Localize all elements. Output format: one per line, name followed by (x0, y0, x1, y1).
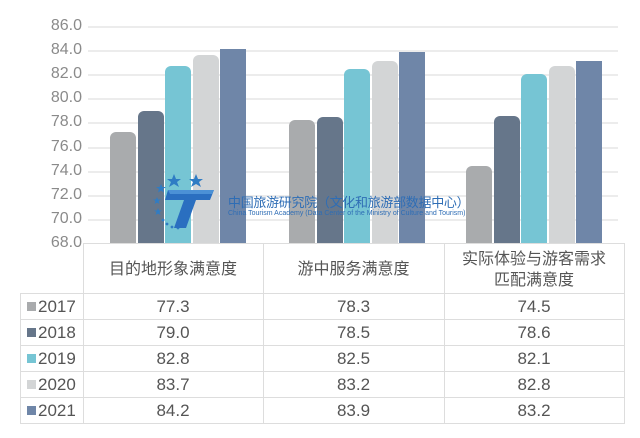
watermark: 中国旅游研究院（文化和旅游部数据中心） China Tourism Academ… (152, 172, 497, 232)
table-cell-value: 78.6 (443, 319, 625, 346)
table-cell-value: 78.5 (262, 319, 445, 346)
bar-2020-cat0 (192, 54, 219, 244)
bar-2020-cat1 (371, 60, 398, 244)
bar-2021-cat0 (220, 48, 246, 244)
table-cell-value: 82.8 (443, 371, 625, 398)
table-cell-value: 74.5 (443, 293, 625, 320)
y-tick-label: 74.0 (50, 161, 82, 179)
y-tick-label: 70.0 (50, 209, 82, 227)
legend-entry: 2018 (20, 319, 84, 346)
legend-swatch-icon (27, 405, 36, 415)
bar-2019-cat2 (521, 74, 547, 244)
table-cell-value: 78.3 (262, 293, 445, 320)
legend-entry: 2019 (20, 345, 84, 372)
gridline (88, 26, 618, 28)
legend-entry: 2017 (20, 293, 84, 320)
bar-2017-cat1 (289, 119, 315, 244)
bar-2018-cat2 (493, 116, 520, 244)
table-cell-value: 83.9 (262, 397, 445, 424)
table-header-row: 目的地形象满意度 游中服务满意度 实际体验与游客需求 匹配满意度 (20, 243, 625, 294)
watermark-english-text: China Tourism Academy (Data Center of th… (228, 210, 466, 217)
table-cell-value: 77.3 (82, 293, 264, 320)
category-header: 游中服务满意度 (262, 243, 445, 294)
bar-2017-cat2 (466, 165, 492, 244)
bar-2018-cat1 (316, 117, 343, 244)
bar-2021-cat2 (576, 60, 602, 244)
y-tick-label: 72.0 (50, 185, 82, 203)
china-tourism-academy-logo-icon (153, 174, 214, 230)
table-cell-value: 79.0 (82, 319, 264, 346)
table-row: 2020 83.7 83.2 82.8 (20, 371, 625, 398)
legend-swatch-icon (27, 353, 36, 363)
y-tick-label: 80.0 (50, 89, 82, 107)
legend-swatch-icon (27, 301, 36, 311)
legend-swatch-icon (27, 379, 36, 389)
y-tick-label: 76.0 (50, 137, 82, 155)
table-cell-value: 82.8 (82, 345, 264, 372)
y-tick-label: 84.0 (50, 41, 82, 59)
gridline (88, 50, 618, 53)
table-cell-value: 83.2 (262, 371, 445, 398)
y-tick-label: 86.0 (50, 17, 82, 34)
bar-2019-cat1 (344, 69, 370, 244)
table-cell-value: 83.2 (443, 397, 625, 424)
table-row: 2019 82.8 82.5 82.1 (20, 345, 625, 372)
legend-entry: 2020 (20, 371, 84, 398)
bar-2020-cat2 (548, 65, 575, 244)
table-cell-value: 82.5 (262, 345, 445, 372)
legend-swatch-icon (27, 327, 36, 337)
y-tick-label: 78.0 (50, 113, 82, 131)
table-cell-value: 83.7 (82, 371, 264, 398)
category-header: 目的地形象满意度 (82, 243, 264, 294)
table-cell-value: 82.1 (443, 345, 625, 372)
watermark-chinese-text: 中国旅游研究院（文化和旅游部数据中心） (228, 196, 470, 211)
data-table: 目的地形象满意度 游中服务满意度 实际体验与游客需求 匹配满意度 2017 77.3 78.… (20, 243, 625, 424)
table-row: 2017 77.3 78.3 74.5 (20, 293, 625, 320)
category-header: 实际体验与游客需求 匹配满意度 (443, 243, 625, 294)
table-row: 2018 79.0 78.5 78.6 (20, 319, 625, 346)
bar-2017-cat0 (110, 131, 136, 244)
table-cell-value: 84.2 (82, 397, 264, 424)
y-tick-label: 82.0 (50, 65, 82, 83)
table-corner (20, 243, 84, 294)
bar-2018-cat0 (137, 111, 164, 244)
bar-2021-cat1 (399, 52, 425, 244)
legend-entry: 2021 (20, 397, 84, 424)
table-row: 2021 84.2 83.9 83.2 (20, 397, 625, 424)
